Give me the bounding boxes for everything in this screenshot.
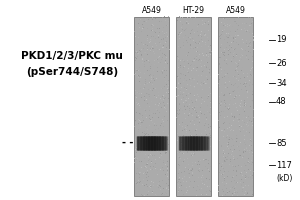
Text: 48: 48 (276, 98, 286, 106)
Bar (176, 17, 211, 196)
Text: (pSer744/S748): (pSer744/S748) (26, 67, 118, 77)
Text: 34: 34 (276, 78, 286, 88)
Text: (kD): (kD) (276, 174, 292, 184)
Text: - -: - - (122, 138, 134, 148)
Text: 85: 85 (276, 138, 286, 148)
Text: PKD1/2/3/PKC mu: PKD1/2/3/PKC mu (21, 51, 123, 61)
Text: A549: A549 (142, 6, 161, 15)
Bar (134, 17, 169, 196)
Text: 26: 26 (276, 58, 286, 68)
Text: 19: 19 (276, 36, 286, 45)
Text: A549: A549 (226, 6, 245, 15)
Text: 117: 117 (276, 160, 292, 170)
Text: HT-29: HT-29 (182, 6, 205, 15)
Bar (218, 17, 253, 196)
